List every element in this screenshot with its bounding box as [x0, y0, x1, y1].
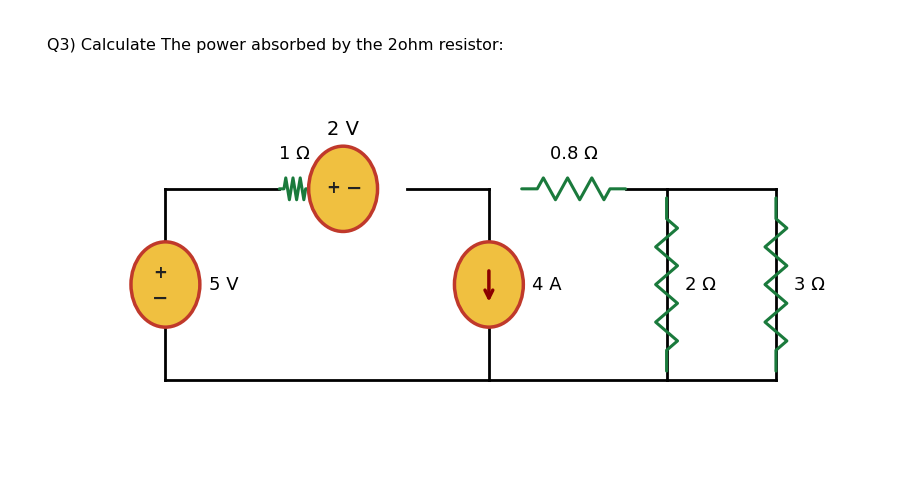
Text: 4 A: 4 A [532, 276, 561, 294]
Text: −: − [152, 289, 168, 308]
Ellipse shape [131, 242, 200, 327]
Text: 1 Ω: 1 Ω [280, 145, 310, 163]
Text: Q3) Calculate The power absorbed by the 2ohm resistor:: Q3) Calculate The power absorbed by the … [47, 38, 504, 54]
Text: 0.8 Ω: 0.8 Ω [549, 145, 598, 163]
Text: +: + [153, 263, 167, 281]
Text: −: − [345, 178, 362, 197]
Text: 5 V: 5 V [209, 276, 239, 294]
Text: 2 Ω: 2 Ω [685, 276, 716, 294]
Text: 2 V: 2 V [327, 120, 359, 139]
Ellipse shape [309, 146, 377, 231]
Text: 3 Ω: 3 Ω [794, 276, 825, 294]
Ellipse shape [454, 242, 524, 327]
Text: +: + [326, 179, 340, 197]
